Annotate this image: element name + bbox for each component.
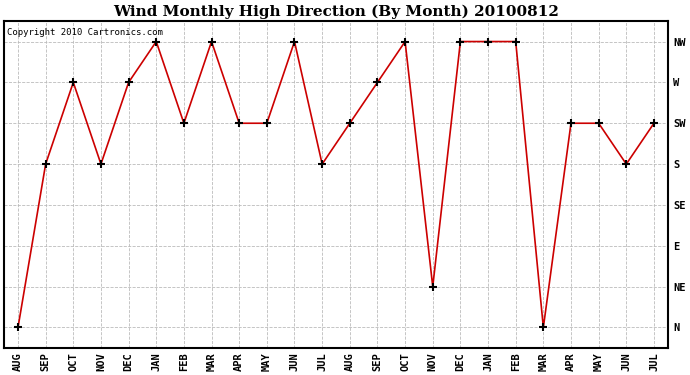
- Text: Copyright 2010 Cartronics.com: Copyright 2010 Cartronics.com: [8, 28, 164, 37]
- Title: Wind Monthly High Direction (By Month) 20100812: Wind Monthly High Direction (By Month) 2…: [113, 4, 559, 18]
